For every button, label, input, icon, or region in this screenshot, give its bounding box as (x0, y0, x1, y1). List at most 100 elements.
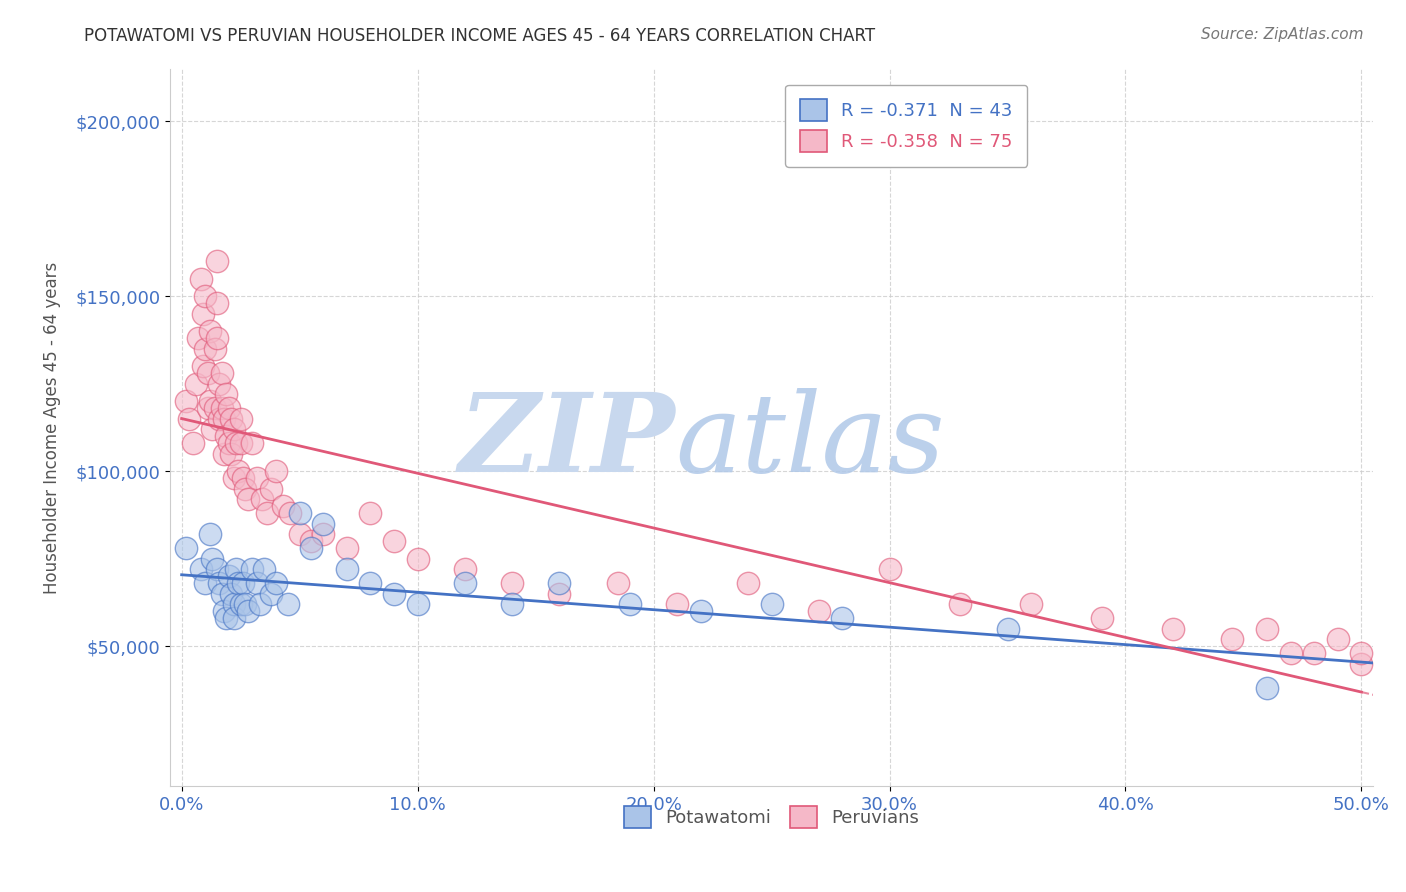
Point (250, 492, 273, 507)
Point (236, 492, 259, 507)
Point (194, 289, 217, 303)
Point (204, 342, 226, 356)
Point (226, 576, 249, 591)
Point (235, 598, 257, 612)
Point (548, 576, 571, 591)
Point (229, 598, 252, 612)
Point (301, 534, 323, 549)
Point (336, 562, 359, 576)
Point (194, 576, 217, 591)
Point (1220, 632, 1243, 647)
Point (197, 401, 219, 416)
Point (184, 376, 207, 391)
Point (336, 541, 359, 556)
Point (1327, 632, 1350, 647)
Point (382, 587, 405, 601)
Point (205, 562, 228, 576)
Point (198, 394, 221, 409)
Point (190, 562, 212, 576)
Point (177, 411, 200, 425)
Point (211, 401, 233, 416)
Point (204, 401, 226, 416)
Point (229, 411, 252, 425)
Point (807, 604, 830, 618)
Text: POTAWATOMI VS PERUVIAN HOUSEHOLDER INCOME AGES 45 - 64 YEARS CORRELATION CHART: POTAWATOMI VS PERUVIAN HOUSEHOLDER INCOM… (84, 27, 876, 45)
Point (264, 464, 287, 478)
Point (359, 576, 381, 591)
Point (501, 576, 523, 591)
Point (689, 604, 711, 618)
Point (1091, 611, 1114, 625)
Point (222, 471, 245, 485)
Point (183, 436, 205, 450)
Point (249, 598, 271, 612)
Point (406, 551, 429, 566)
Point (607, 576, 630, 591)
Point (235, 482, 257, 496)
Point (176, 541, 198, 556)
Point (406, 598, 429, 612)
Point (225, 562, 247, 576)
Point (312, 516, 335, 531)
Y-axis label: Householder Income Ages 45 - 64 years: Householder Income Ages 45 - 64 years (44, 261, 60, 593)
Point (198, 324, 221, 338)
Point (454, 576, 477, 591)
Point (246, 471, 269, 485)
Point (205, 331, 228, 345)
Point (232, 576, 254, 591)
Point (229, 436, 252, 450)
Text: Source: ZipAtlas.com: Source: ZipAtlas.com (1201, 27, 1364, 42)
Point (288, 506, 311, 520)
Point (236, 604, 259, 618)
Point (225, 436, 247, 450)
Point (211, 587, 233, 601)
Point (831, 611, 853, 625)
Point (215, 611, 238, 625)
Point (226, 464, 249, 478)
Point (218, 436, 240, 450)
Point (1256, 681, 1278, 696)
Point (1161, 622, 1184, 636)
Point (997, 622, 1019, 636)
Point (211, 366, 233, 380)
Point (312, 527, 335, 541)
Point (1256, 622, 1278, 636)
Point (215, 387, 238, 401)
Point (454, 562, 477, 576)
Point (219, 587, 242, 601)
Point (222, 611, 245, 625)
Point (191, 359, 214, 374)
Point (212, 447, 235, 461)
Point (619, 598, 641, 612)
Point (208, 376, 231, 391)
Point (246, 576, 269, 591)
Point (194, 342, 217, 356)
Point (212, 411, 235, 425)
Point (215, 429, 238, 443)
Point (219, 411, 242, 425)
Point (548, 587, 571, 601)
Point (190, 271, 212, 285)
Point (198, 527, 221, 541)
Point (666, 598, 689, 612)
Text: atlas: atlas (675, 388, 945, 496)
Point (197, 366, 219, 380)
Point (176, 394, 198, 409)
Point (191, 307, 214, 321)
Point (208, 576, 231, 591)
Point (253, 562, 276, 576)
Point (1350, 657, 1372, 671)
Point (222, 598, 245, 612)
Point (205, 296, 228, 310)
Point (201, 551, 224, 566)
Point (242, 436, 264, 450)
Point (879, 562, 901, 576)
Text: ZIP: ZIP (458, 388, 675, 496)
Legend: Potawatomi, Peruvians: Potawatomi, Peruvians (617, 798, 927, 835)
Point (761, 598, 783, 612)
Point (359, 506, 381, 520)
Point (949, 598, 972, 612)
Point (222, 422, 245, 436)
Point (256, 506, 278, 520)
Point (1350, 647, 1372, 661)
